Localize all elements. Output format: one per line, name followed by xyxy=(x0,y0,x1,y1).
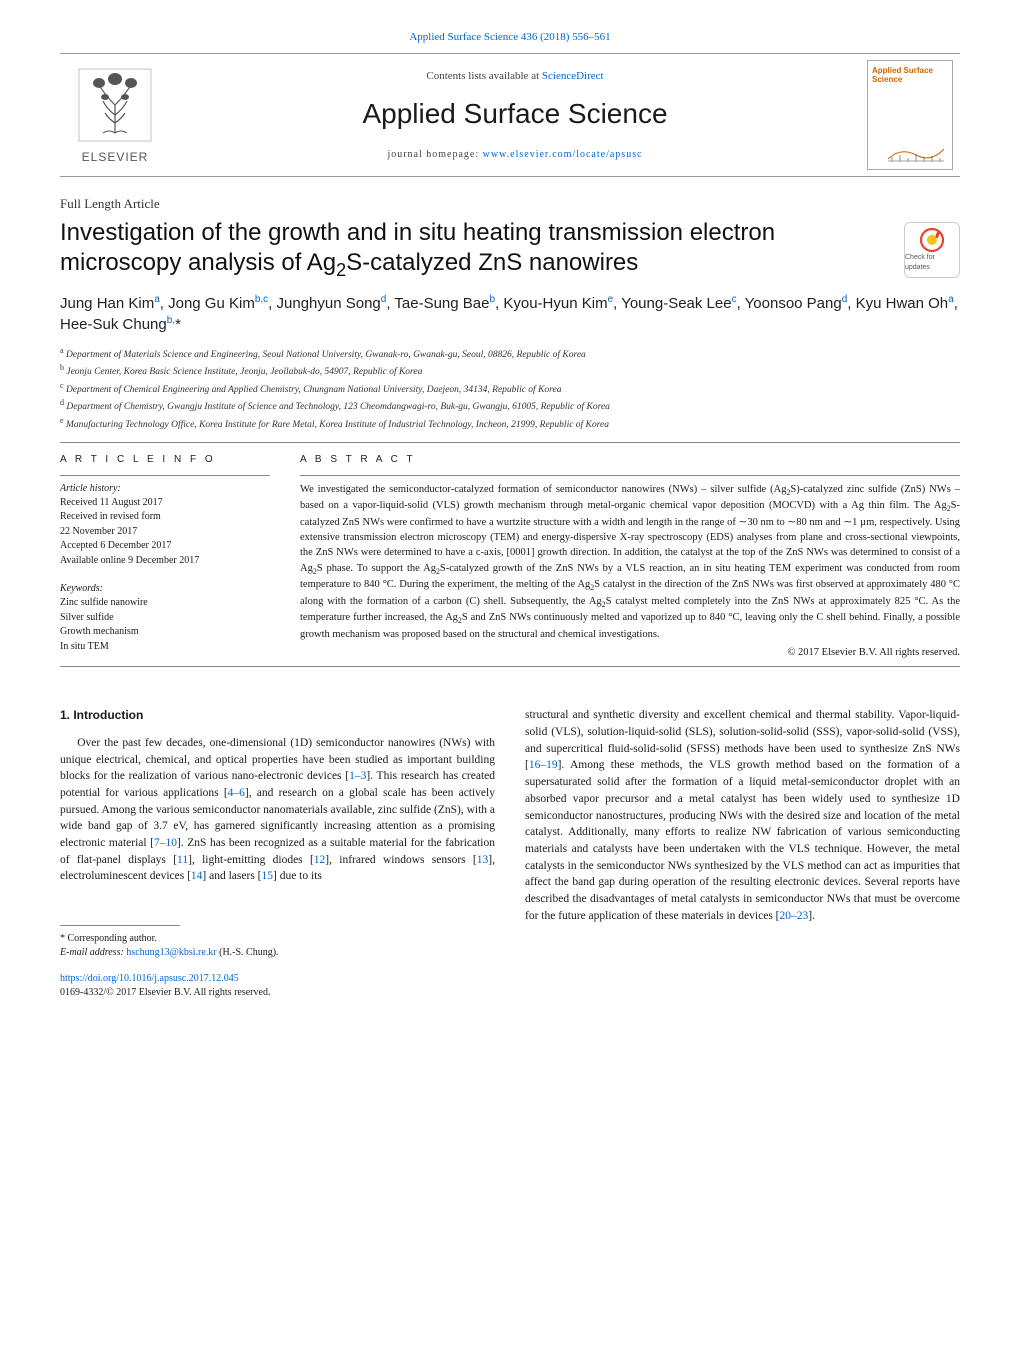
history-line: 22 November 2017 xyxy=(60,525,270,540)
corresponding-author-line: * Corresponding author. xyxy=(60,932,495,946)
keywords-lines: Zinc sulfide nanowireSilver sulfideGrowt… xyxy=(60,596,270,654)
info-rule xyxy=(60,475,270,476)
journal-header: ELSEVIER Contents lists available at Sci… xyxy=(60,53,960,177)
history-line: Available online 9 December 2017 xyxy=(60,554,270,569)
footnote-separator xyxy=(60,925,180,926)
abstract-heading: A B S T R A C T xyxy=(300,453,960,467)
homepage-prefix: journal homepage: xyxy=(387,149,482,160)
journal-title: Applied Surface Science xyxy=(190,94,840,133)
crossmark-icon xyxy=(919,227,945,253)
contents-prefix: Contents lists available at xyxy=(426,70,541,82)
sciencedirect-link[interactable]: ScienceDirect xyxy=(542,70,604,82)
info-abstract-row: A R T I C L E I N F O Article history: R… xyxy=(60,453,960,661)
email-person: (H.-S. Chung). xyxy=(219,947,278,958)
article-history-label: Article history: xyxy=(60,482,270,496)
authors-list: Jung Han Kima, Jong Gu Kimb,c, Junghyun … xyxy=(60,293,960,335)
article-info-column: A R T I C L E I N F O Article history: R… xyxy=(60,453,270,661)
body-columns: 1. Introduction Over the past few decade… xyxy=(60,707,960,959)
affiliation-line: a Department of Materials Science and En… xyxy=(60,345,960,362)
journal-homepage-link[interactable]: www.elsevier.com/locate/apsusc xyxy=(483,149,643,160)
abstract-rule xyxy=(300,475,960,476)
corresponding-email-link[interactable]: hschung13@kbsi.re.kr xyxy=(126,947,216,958)
crossmark-label: Check for updates xyxy=(905,253,959,273)
affiliations-block: a Department of Materials Science and En… xyxy=(60,345,960,432)
keyword-line: Zinc sulfide nanowire xyxy=(60,596,270,611)
affiliation-line: e Manufacturing Technology Office, Korea… xyxy=(60,415,960,432)
elsevier-tree-icon xyxy=(75,65,155,145)
article-type: Full Length Article xyxy=(60,195,960,213)
abstract-column: A B S T R A C T We investigated the semi… xyxy=(300,453,960,661)
affiliation-line: c Department of Chemical Engineering and… xyxy=(60,380,960,397)
keyword-line: Growth mechanism xyxy=(60,625,270,640)
abstract-copyright: © 2017 Elsevier B.V. All rights reserved… xyxy=(300,646,960,661)
journal-cover: Applied Surface Science xyxy=(860,54,960,176)
crossmark-badge[interactable]: Check for updates xyxy=(904,222,960,278)
doi-link[interactable]: https://doi.org/10.1016/j.apsusc.2017.12… xyxy=(60,973,239,984)
journal-cover-thumbnail: Applied Surface Science xyxy=(867,60,953,170)
doi-block: https://doi.org/10.1016/j.apsusc.2017.12… xyxy=(60,972,960,1000)
intro-paragraph-2: structural and synthetic diversity and e… xyxy=(525,707,960,924)
abstract-text: We investigated the semiconductor-cataly… xyxy=(300,482,960,642)
email-label: E-mail address: xyxy=(60,947,124,958)
history-line: Received in revised form xyxy=(60,510,270,525)
journal-homepage-line: journal homepage: www.elsevier.com/locat… xyxy=(190,148,840,162)
journal-reference: Applied Surface Science 436 (2018) 556–5… xyxy=(60,30,960,45)
keyword-line: In situ TEM xyxy=(60,640,270,655)
cover-decoration-icon xyxy=(886,139,946,163)
section-rule-bottom xyxy=(60,666,960,667)
contents-available-line: Contents lists available at ScienceDirec… xyxy=(190,69,840,84)
publisher-logo: ELSEVIER xyxy=(60,54,170,176)
affiliation-line: d Department of Chemistry, Gwangju Insti… xyxy=(60,397,960,414)
footnotes: * Corresponding author. E-mail address: … xyxy=(60,932,495,960)
title-row: Investigation of the growth and in situ … xyxy=(60,218,960,281)
intro-paragraph-1: Over the past few decades, one-dimension… xyxy=(60,735,495,885)
copyright-line: 0169-4332/© 2017 Elsevier B.V. All right… xyxy=(60,987,270,998)
history-line: Received 11 August 2017 xyxy=(60,496,270,511)
journal-reference-link[interactable]: Applied Surface Science 436 (2018) 556–5… xyxy=(409,31,610,43)
section-rule-top xyxy=(60,442,960,443)
history-line: Accepted 6 December 2017 xyxy=(60,539,270,554)
section-heading-introduction: 1. Introduction xyxy=(60,707,495,724)
article-history-lines: Received 11 August 2017Received in revis… xyxy=(60,496,270,569)
keyword-line: Silver sulfide xyxy=(60,611,270,626)
affiliation-line: b Jeonju Center, Korea Basic Science Ins… xyxy=(60,362,960,379)
cover-title: Applied Surface Science xyxy=(872,67,948,85)
article-title: Investigation of the growth and in situ … xyxy=(60,218,884,281)
keywords-label: Keywords: xyxy=(60,582,270,596)
article-info-heading: A R T I C L E I N F O xyxy=(60,453,270,467)
header-center: Contents lists available at ScienceDirec… xyxy=(170,54,860,176)
email-line: E-mail address: hschung13@kbsi.re.kr (H.… xyxy=(60,946,495,960)
publisher-brand: ELSEVIER xyxy=(82,149,149,166)
